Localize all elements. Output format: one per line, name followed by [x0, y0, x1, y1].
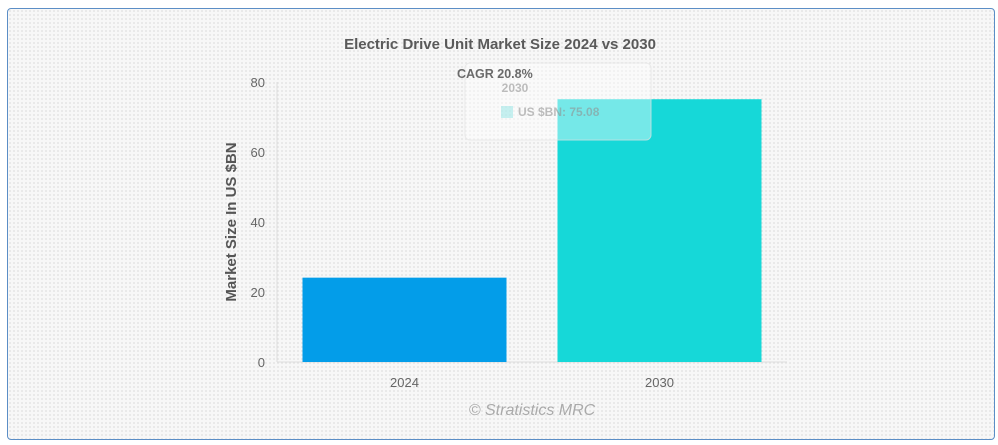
x-tick-label: 2030 [645, 375, 674, 390]
y-tick-label: 40 [251, 215, 265, 230]
chart-title: Electric Drive Unit Market Size 2024 vs … [344, 36, 656, 53]
bars-group [302, 99, 762, 362]
chart-container [7, 8, 995, 440]
y-axis-ticks: 0 20 40 60 80 [251, 75, 265, 370]
tooltip-label: US $BN: 75.08 [518, 105, 600, 119]
bar-2024[interactable] [302, 277, 507, 362]
y-tick-label: 80 [251, 75, 265, 90]
tooltip-swatch [501, 106, 513, 118]
x-axis-ticks: 2024 2030 [390, 375, 674, 390]
watermark: © Stratistics MRC [469, 402, 596, 419]
cagr-annotation: CAGR 20.8% [457, 67, 533, 81]
x-tick-label: 2024 [390, 375, 419, 390]
y-axis-label: Market Size In US $BN [223, 142, 240, 301]
y-tick-label: 0 [258, 355, 265, 370]
tooltip-box [464, 62, 652, 141]
y-tick-label: 60 [251, 145, 265, 160]
y-tick-label: 20 [251, 285, 265, 300]
tooltip: 2030 US $BN: 75.08 [464, 62, 652, 141]
bar-2030[interactable] [557, 99, 762, 362]
tooltip-title: 2030 [502, 81, 529, 95]
